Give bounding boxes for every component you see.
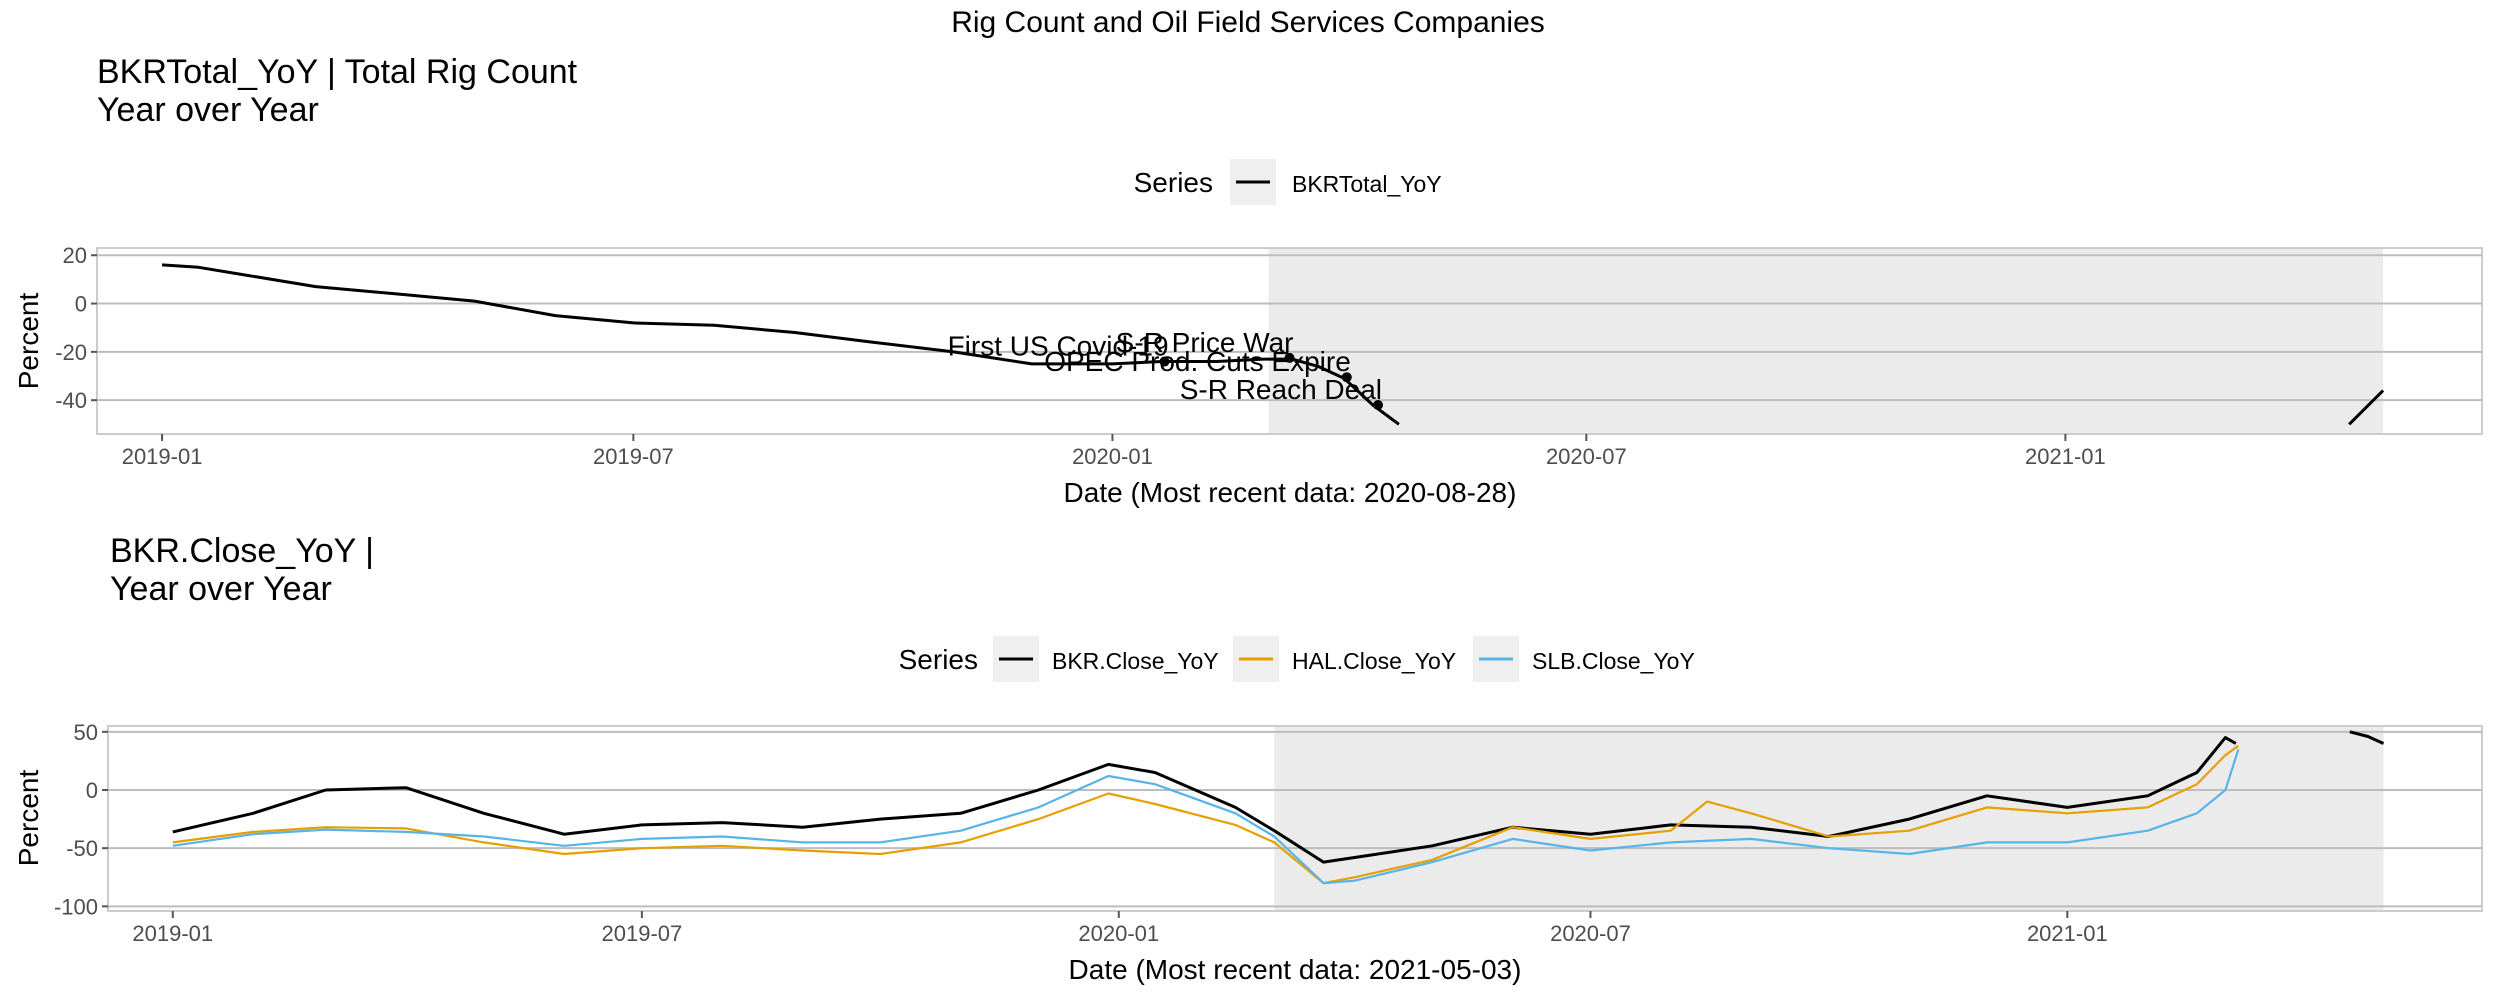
chart-1-subtitle: Year over Year — [97, 91, 319, 129]
chart-2-y-tick-label: -50 — [66, 836, 98, 861]
chart-2-y-tick-label: 0 — [86, 778, 98, 803]
chart-2-series-line-hal-close-yoy — [172, 744, 2240, 885]
chart-1-legend: Series BKRTotal_YoY — [1134, 159, 1442, 205]
chart-1-shaded-region — [1268, 249, 2384, 433]
chart-2-x-axis-label: Date (Most recent data: 2021-05-03) — [1069, 954, 1522, 985]
chart-1-x-tick-label: 2020-07 — [1546, 444, 1627, 469]
chart-2-legend-label-slb: SLB.Close_YoY — [1532, 648, 1695, 674]
chart-1-x-tick-label: 2021-01 — [2025, 444, 2106, 469]
chart-1-event-point — [1159, 356, 1170, 367]
chart-1-series-line-bkrtotal-yoy — [162, 263, 1400, 426]
chart-1-y-axis-label: Percent — [13, 293, 44, 390]
chart-2-series-line-bkr-close-yoy — [172, 736, 2237, 864]
chart-2-x-tick-label: 2021-01 — [2027, 921, 2108, 946]
chart-2-title: BKR.Close_YoY | — [110, 532, 374, 570]
chart-2-legend: Series BKR.Close_YoY HAL.Close_YoY SLB.C… — [899, 636, 1695, 682]
chart-1-x-tick-label: 2019-01 — [122, 444, 203, 469]
chart-2-legend-label-hal: HAL.Close_YoY — [1292, 648, 1456, 674]
chart-2-series-line-slb-close-yoy — [172, 748, 2240, 885]
chart-panel-2: BKR.Close_YoY | Year over Year Series BK… — [13, 532, 2483, 985]
chart-1-x-tick-label: 2020-01 — [1072, 444, 1153, 469]
chart-2-x-tick-label: 2019-07 — [602, 921, 683, 946]
chart-1-event-label: S-R Reach Deal — [1180, 374, 1382, 405]
chart-1-y-tick-label: -20 — [55, 340, 87, 365]
chart-1-event-point — [1284, 352, 1295, 363]
chart-2-y-tick-label: 50 — [74, 720, 98, 745]
chart-2-legend-title: Series — [899, 644, 978, 675]
chart-1-event-point — [1373, 400, 1384, 411]
chart-1-event-label: S-R Price War — [1116, 327, 1294, 358]
chart-1-y-tick-label: 0 — [75, 292, 87, 317]
chart-1-series-line-bkrtotal-yoy — [2348, 389, 2385, 426]
chart-1-event-point — [1341, 372, 1352, 383]
chart-1-legend-title: Series — [1134, 167, 1213, 198]
chart-1-event-label: OPEC Prod. Cuts Expire — [1044, 346, 1351, 377]
chart-1-title: BKRTotal_YoY | Total Rig Count — [97, 53, 578, 91]
chart-2-x-tick-label: 2020-01 — [1078, 921, 1159, 946]
chart-2-x-tick-label: 2020-07 — [1550, 921, 1631, 946]
chart-1-y-tick-label: 20 — [63, 243, 87, 268]
chart-2-y-axis-label: Percent — [13, 770, 44, 867]
page-title: Rig Count and Oil Field Services Compani… — [951, 6, 1545, 39]
chart-panel-1: BKRTotal_YoY | Total Rig Count Year over… — [13, 53, 2483, 508]
chart-1-x-axis-label: Date (Most recent data: 2020-08-28) — [1064, 477, 1517, 508]
chart-2-series-line-bkr-close-yoy — [2349, 730, 2385, 745]
chart-1-x-tick-label: 2019-07 — [593, 444, 674, 469]
chart-2-x-tick-label: 2019-01 — [132, 921, 213, 946]
chart-2-subtitle: Year over Year — [110, 570, 332, 608]
chart-2-legend-label-bkr: BKR.Close_YoY — [1052, 648, 1219, 674]
chart-1-legend-label-bkrtotal: BKRTotal_YoY — [1292, 171, 1442, 197]
chart-2-y-tick-label: -100 — [54, 894, 98, 919]
chart-1-event-label: First US Covid-19 — [948, 331, 1169, 362]
chart-1-y-tick-label: -40 — [55, 388, 87, 413]
chart-2-shaded-region — [1274, 727, 2384, 910]
